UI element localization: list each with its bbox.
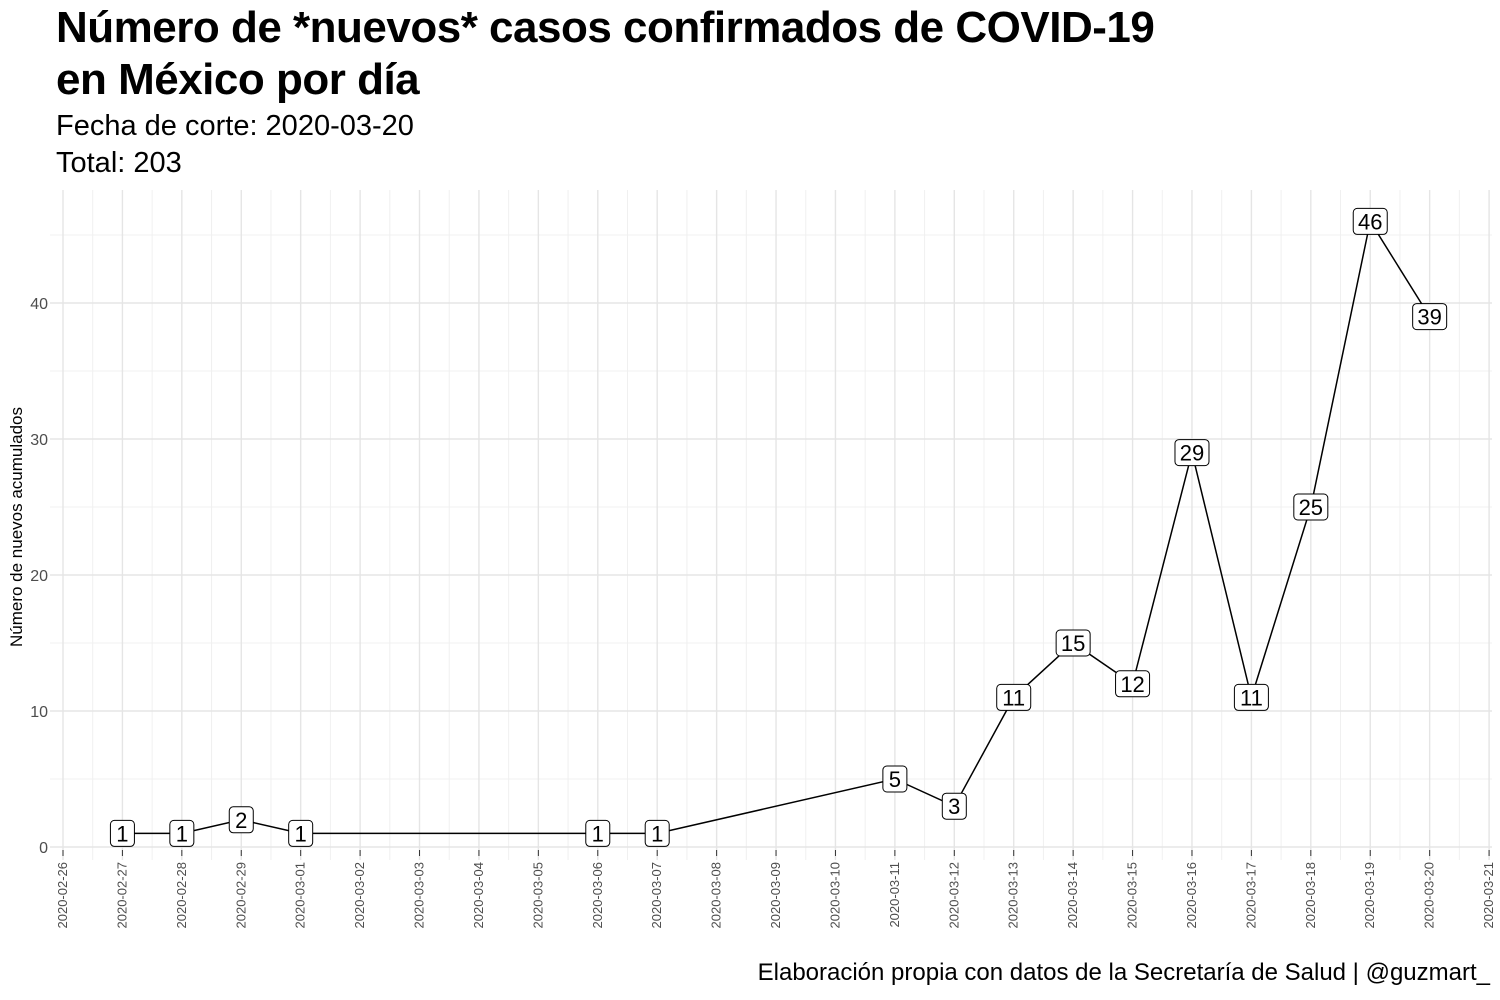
x-tick-label: 2020-02-27 <box>114 862 129 929</box>
data-label: 1 <box>116 821 128 846</box>
y-tick-label: 20 <box>30 568 48 585</box>
cutoff-date-text: Fecha de corte: 2020-03-20 <box>56 110 414 142</box>
x-tick-label: 2020-03-12 <box>946 862 961 929</box>
data-label-box <box>1174 439 1210 467</box>
x-tick-label: 2020-03-09 <box>768 862 783 929</box>
total-text: Total: 203 <box>56 147 182 179</box>
data-label-box <box>941 792 967 820</box>
grid <box>50 190 1492 860</box>
data-label: 2 <box>235 808 247 833</box>
data-label-box <box>585 819 611 847</box>
y-tick-label: 10 <box>30 704 48 721</box>
data-label-box <box>169 819 195 847</box>
data-label: 1 <box>295 821 307 846</box>
data-label: 29 <box>1180 441 1204 466</box>
x-tick-label: 2020-02-29 <box>233 862 248 929</box>
x-tick-label: 2020-03-04 <box>471 862 486 929</box>
chart-subtitle: Fecha de corte: 2020-03-20 Total: 203 <box>56 108 414 182</box>
data-label: 11 <box>1002 685 1025 710</box>
x-tick-label: 2020-03-02 <box>352 862 367 929</box>
x-tick-label: 2020-03-20 <box>1422 862 1437 929</box>
x-axis-ticks: 2020-02-26 2020-02-27 2020-02-28 2020-02-29… <box>55 850 1496 929</box>
data-label: 11 <box>1240 685 1263 710</box>
data-label-box <box>1293 493 1329 521</box>
x-tick-label: 2020-03-10 <box>827 862 842 929</box>
y-axis-ticks: 0 10 20 30 40 <box>30 296 48 857</box>
data-label: 25 <box>1299 495 1323 520</box>
data-label-box <box>109 819 135 847</box>
x-tick-label: 2020-03-15 <box>1125 862 1140 929</box>
data-label-box <box>1412 303 1448 331</box>
data-label-box <box>882 765 908 793</box>
x-tick-label: 2020-03-16 <box>1184 862 1199 929</box>
chart-title-line1: Número de *nuevos* casos confirmados de … <box>56 3 1155 52</box>
data-label-box <box>644 819 670 847</box>
y-axis-label: Número de nuevos acumulados <box>7 407 26 647</box>
data-label: 3 <box>948 794 960 819</box>
data-label: 46 <box>1358 209 1382 234</box>
x-tick-label: 2020-03-13 <box>1006 862 1021 929</box>
data-label-box <box>1352 207 1388 235</box>
chart-caption: Elaboración propia con datos de la Secre… <box>757 959 1490 986</box>
data-label-box <box>228 806 254 834</box>
data-label-box <box>1115 670 1151 698</box>
data-label-box <box>1055 629 1091 657</box>
y-tick-label: 40 <box>30 296 48 313</box>
x-tick-label: 2020-02-28 <box>174 862 189 929</box>
data-label: 39 <box>1417 305 1441 330</box>
x-tick-label: 2020-02-26 <box>55 862 70 929</box>
x-tick-label: 2020-03-18 <box>1303 862 1318 929</box>
y-tick-label: 30 <box>30 432 48 449</box>
x-tick-label: 2020-03-07 <box>649 862 664 929</box>
chart-title-line2: en México por día <box>56 55 420 104</box>
x-tick-label: 2020-03-03 <box>412 862 427 929</box>
data-label-box <box>1233 683 1269 711</box>
data-label: 1 <box>176 821 188 846</box>
x-tick-label: 2020-03-05 <box>530 862 545 929</box>
x-tick-label: 2020-03-08 <box>709 862 724 929</box>
x-tick-label: 2020-03-19 <box>1362 862 1377 929</box>
chart-title: Número de *nuevos* casos confirmados de … <box>56 2 1155 106</box>
y-tick-label: 0 <box>39 840 48 857</box>
series-line <box>122 219 1431 835</box>
data-label: 1 <box>592 821 604 846</box>
data-label-box <box>288 819 314 847</box>
data-label-box <box>996 683 1032 711</box>
x-tick-label: 2020-03-01 <box>293 862 308 929</box>
x-tick-label: 2020-03-14 <box>1065 862 1080 929</box>
x-tick-label: 2020-03-21 <box>1481 862 1496 929</box>
data-label: 5 <box>889 767 901 792</box>
data-label: 1 <box>651 821 663 846</box>
x-tick-label: 2020-03-17 <box>1243 862 1258 929</box>
x-tick-label: 2020-03-11 <box>887 862 902 928</box>
data-label: 12 <box>1120 672 1144 697</box>
x-tick-label: 2020-03-06 <box>590 862 605 929</box>
data-label: 15 <box>1061 631 1085 656</box>
series-line-path <box>122 219 1431 835</box>
